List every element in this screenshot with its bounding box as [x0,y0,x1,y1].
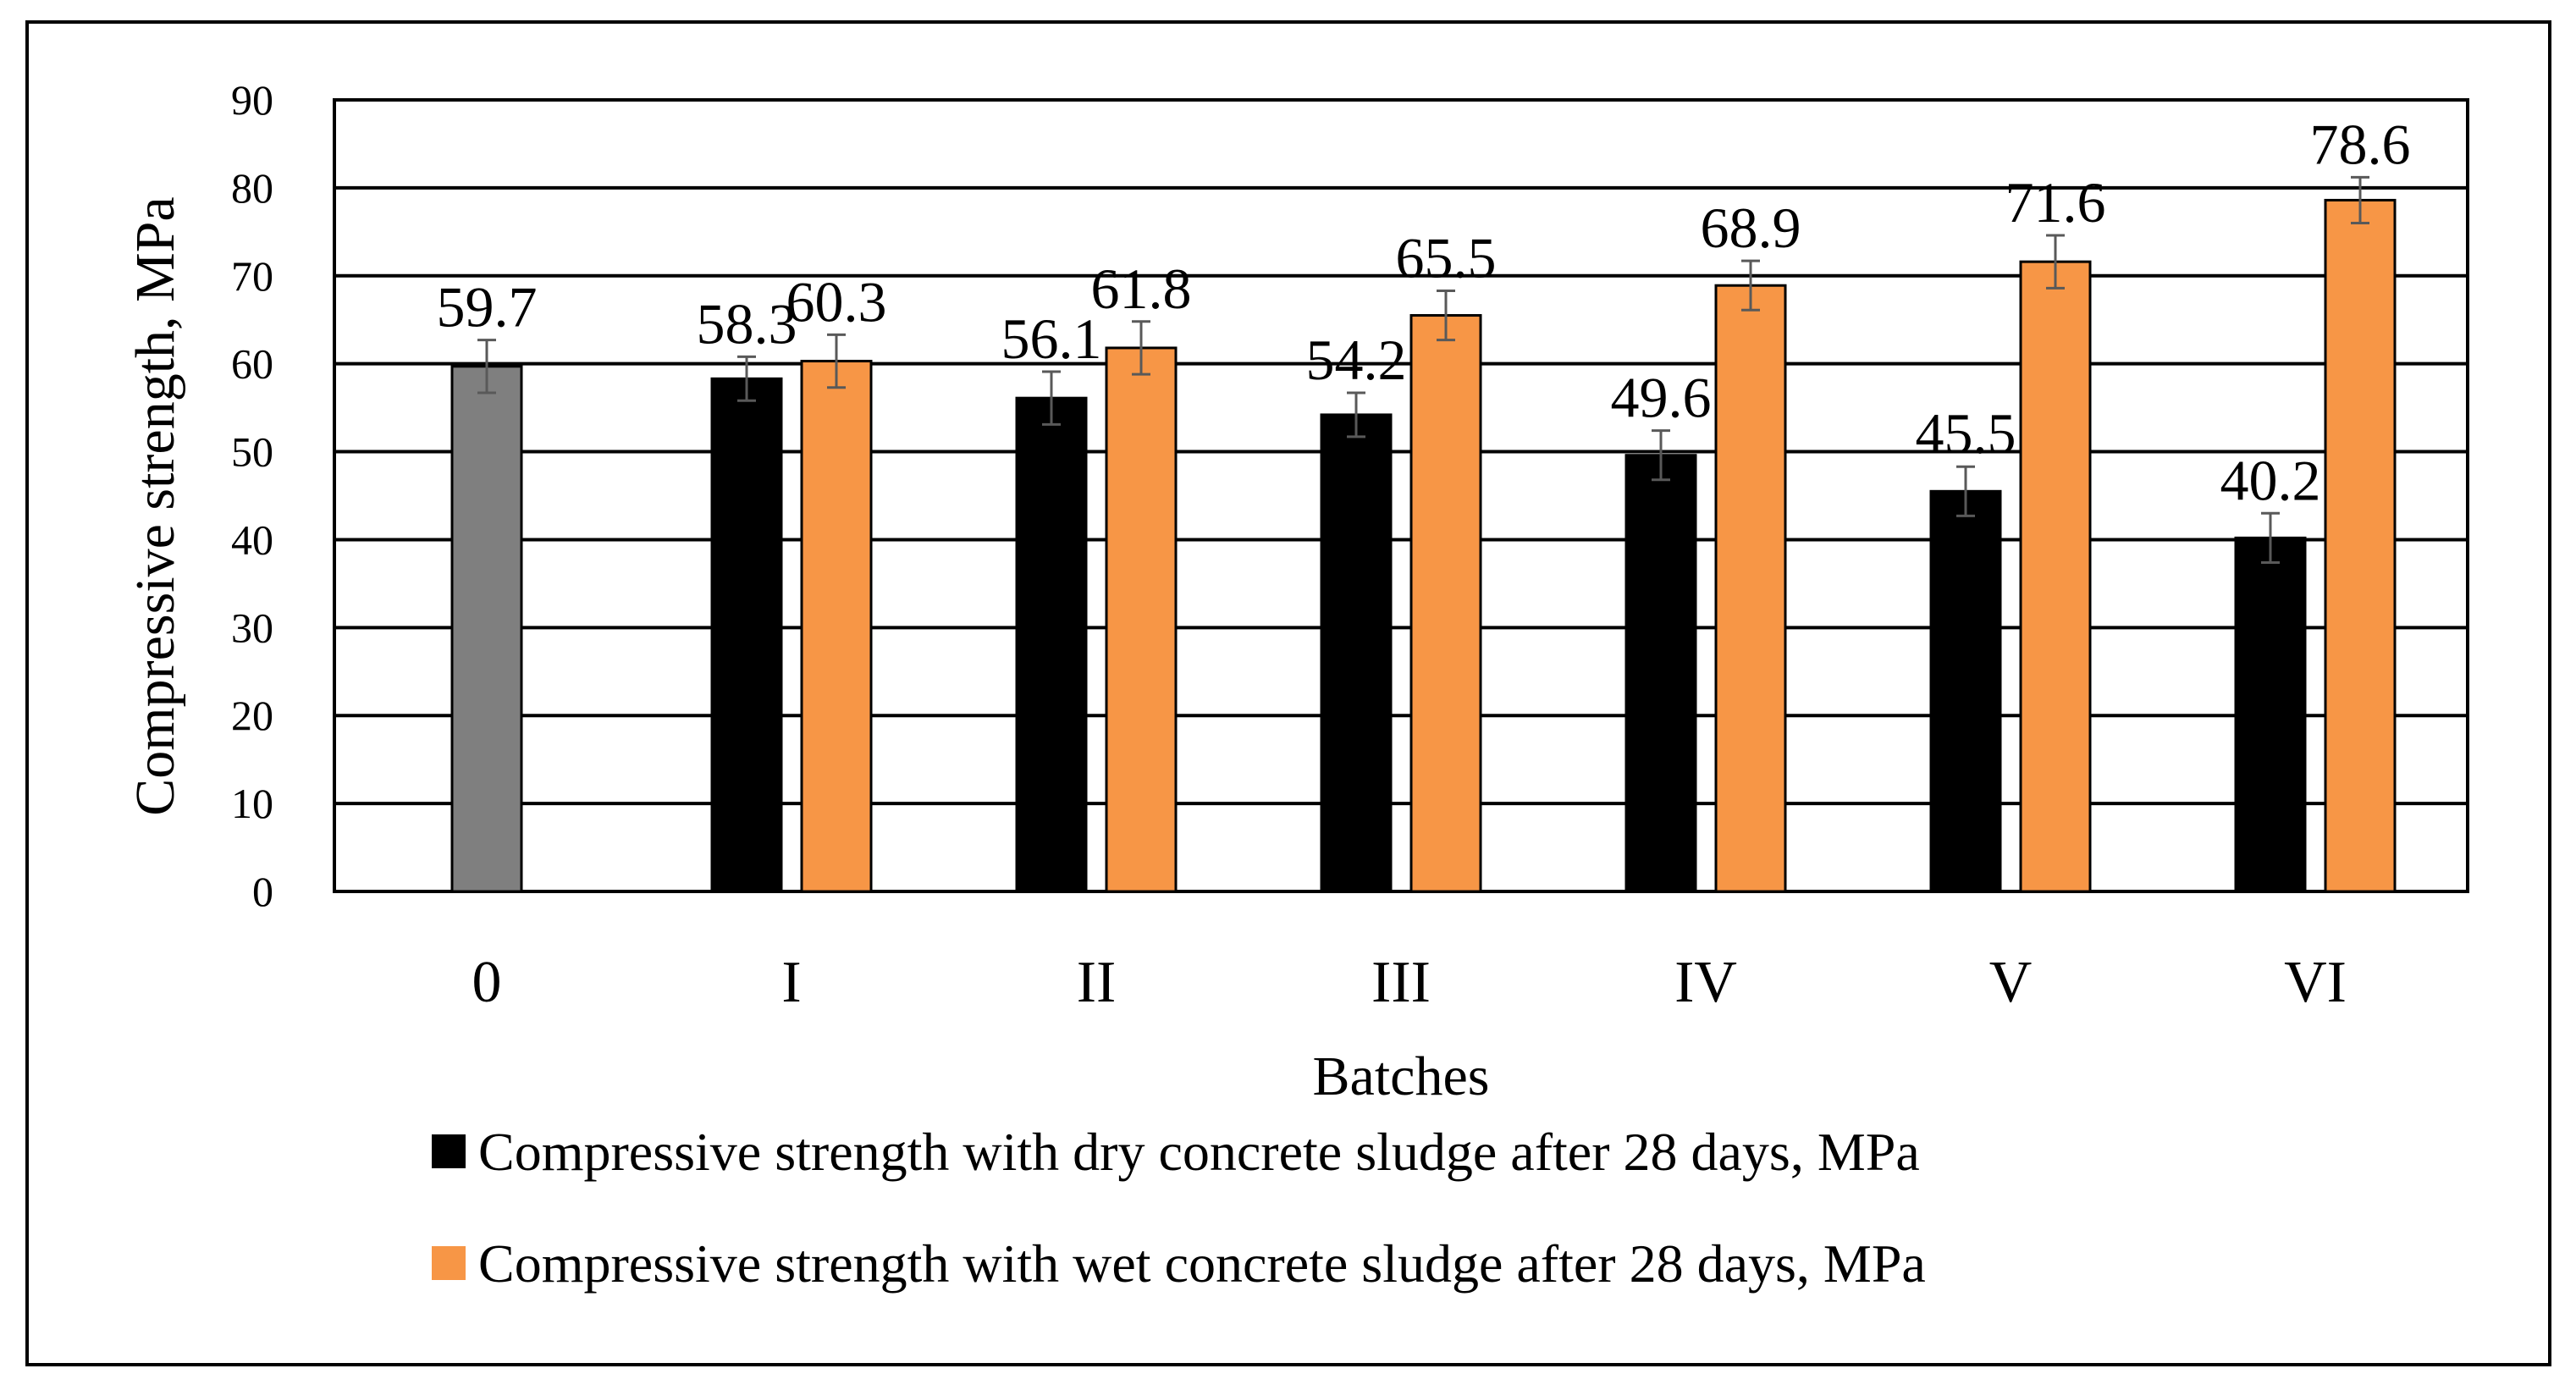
dry-bar [710,377,783,893]
dry-data-label: 49.6 [1611,366,1712,430]
y-tick-label: 60 [231,340,273,388]
reference-bar [450,365,523,893]
dry-bar [1015,396,1088,893]
legend-label-wet: Compressive strength with wet concrete s… [478,1233,1926,1294]
wet-bar [1409,314,1482,893]
x-category-label: V [1989,950,2033,1015]
y-tick-label: 20 [231,692,273,739]
x-category-label: VI [2284,950,2347,1015]
plot-area-border [333,98,2469,893]
y-axis-ticks: 0 10 20 30 40 50 60 70 80 90 [231,76,273,915]
x-category-label: IV [1674,950,1737,1015]
error-bars [477,175,2369,564]
y-tick-label: 80 [231,164,273,212]
wet-bar [1714,284,1787,893]
wet-data-label: 68.9 [1701,196,1801,260]
legend-swatch-dry [432,1134,466,1168]
x-category-label: I [781,950,801,1015]
dry-bar [1929,489,2002,893]
wet-bar [2324,198,2397,893]
y-tick-label: 40 [231,516,273,563]
y-tick-label: 0 [252,868,273,915]
dry-data-label: 40.2 [2220,448,2321,512]
dry-data-label: 45.5 [1916,401,2016,466]
dry-bar [1624,454,1697,893]
dry-bar [2234,536,2307,893]
x-category-label: 0 [472,950,502,1015]
data-labels: 59.7 58.360.3 56.161.8 54.2 65.5 49.6 68.9 45.5… [437,112,2411,512]
wet-bar [1105,346,1178,893]
y-tick-label: 50 [231,428,273,476]
x-category-label: III [1371,950,1431,1015]
bars [450,198,2397,893]
x-axis-categories: 0 I II III IV V VI [472,950,2347,1015]
wet-bar [800,360,873,893]
dry-data-label: 54.2 [1306,328,1407,392]
y-axis-title: Compressive strength, MPa [124,196,186,815]
wet-data-label: 78.6 [2310,112,2411,176]
legend: Compressive strength with dry concrete s… [432,1122,1926,1294]
y-tick-label: 30 [231,604,273,651]
wet-data-label: 65.5 [1396,225,1497,290]
wet-bar [2019,260,2092,893]
x-category-label: II [1077,950,1117,1015]
wet-data-label: 60.3 [786,269,887,334]
dry-data-label: 56.1 [1001,306,1102,371]
wet-data-label: 71.6 [2005,170,2106,235]
y-tick-label: 90 [231,76,273,124]
legend-swatch-wet [432,1246,466,1280]
legend-entry-wet: Compressive strength with wet concrete s… [432,1233,1926,1294]
legend-entry-dry: Compressive strength with dry concrete s… [432,1122,1920,1182]
wet-data-label: 61.8 [1091,257,1192,321]
y-tick-label: 70 [231,252,273,300]
y-tick-label: 10 [231,780,273,827]
dry-bar [1320,413,1393,893]
dry-data-label: 58.3 [697,291,797,356]
x-axis-title: Batches [1313,1046,1490,1107]
legend-label-dry: Compressive strength with dry concrete s… [478,1122,1920,1182]
reference-data-label: 59.7 [437,275,538,339]
